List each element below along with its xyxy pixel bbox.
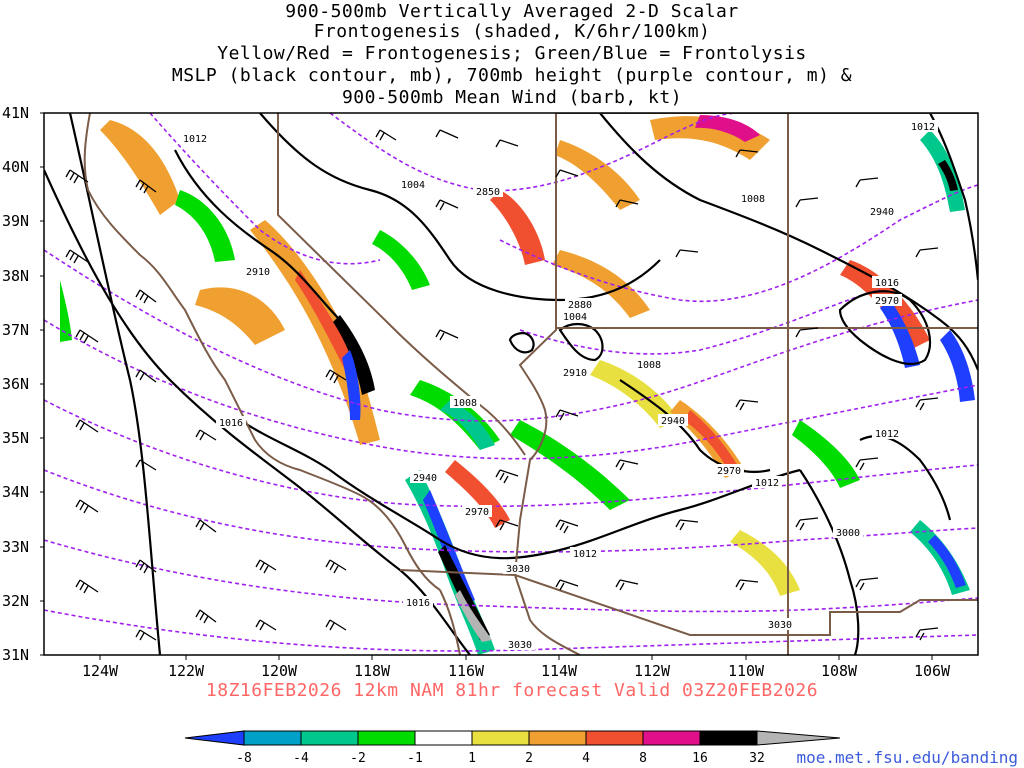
mslp-label: 1008 (637, 360, 661, 371)
height-label: 2940 (413, 473, 437, 484)
lon-label: 118W (354, 662, 391, 680)
height-label: 3030 (508, 640, 532, 651)
mslp-label: 1012 (573, 549, 597, 560)
mslp-label: 1004 (401, 180, 425, 191)
colorbar-swatch (585, 730, 644, 746)
lat-label: 31N (2, 646, 29, 664)
height-label: 3030 (768, 620, 792, 631)
lat-label: 39N (2, 212, 29, 230)
lon-label: 122W (168, 662, 205, 680)
lon-label: 108W (821, 662, 858, 680)
mslp-label: 1016 (219, 418, 243, 429)
lat-label: 34N (2, 483, 29, 501)
colorbar-label: 2 (525, 751, 533, 766)
mslp-label: 1012 (183, 134, 207, 145)
title-line-4: MSLP (black contour, mb), 700mb height (… (171, 65, 853, 86)
title-line-3: Yellow/Red = Frontogenesis; Green/Blue =… (217, 43, 807, 64)
title-line-5: 900-500mb Mean Wind (barb, kt) (341, 87, 683, 108)
credit-link[interactable]: moe.met.fsu.edu/banding (796, 748, 1018, 767)
colorbar-label: 4 (582, 751, 590, 766)
colorbar-label: 1 (468, 751, 476, 766)
colorbar-label: -4 (293, 751, 309, 766)
lat-label: 35N (2, 429, 29, 447)
colorbar-label: -2 (350, 751, 366, 766)
forecast-footer: 18Z16FEB2026 12km NAM 81hr forecast Vali… (205, 680, 819, 701)
colorbar-label: -1 (407, 751, 423, 766)
lon-label: 124W (82, 662, 119, 680)
colorbar-swatch (756, 730, 841, 746)
height-label: 2910 (246, 267, 270, 278)
height-label: 3000 (836, 528, 860, 539)
mslp-label: 1016 (406, 598, 430, 609)
wind-barbs (65, 129, 939, 641)
mslp-label: 1008 (741, 194, 765, 205)
colorbar-swatch (471, 730, 530, 746)
height-label: 2940 (661, 416, 685, 427)
mslp-label: 1012 (755, 478, 779, 489)
title-line-1: 900-500mb Vertically Averaged 2-D Scalar (285, 1, 739, 22)
lat-label: 41N (2, 104, 29, 122)
lat-axis: 41N 40N 39N 38N 37N 36N 35N 34N 33N 32N … (2, 104, 44, 664)
mslp-label: 1012 (875, 429, 899, 440)
mslp-label: 1016 (875, 278, 899, 289)
height-label: 2970 (465, 507, 489, 518)
lon-label: 106W (914, 662, 951, 680)
colorbar-label: -8 (236, 751, 252, 766)
colorbar-swatch (243, 730, 302, 746)
height-label: 2940 (870, 207, 894, 218)
mslp-label: 1004 (563, 312, 587, 323)
lat-label: 38N (2, 267, 29, 285)
contour-labels: 1012 1004 1008 1012 1016 1004 1008 1008 … (180, 120, 938, 651)
colorbar-label: 16 (692, 751, 708, 766)
lon-label: 114W (541, 662, 578, 680)
lat-label: 33N (2, 538, 29, 556)
height-label: 2970 (717, 466, 741, 477)
mslp-label: 1012 (911, 122, 935, 133)
colorbar-swatch (699, 730, 758, 746)
frontogenesis-shading (60, 115, 975, 655)
colorbar-swatch (642, 730, 701, 746)
colorbar-swatch (414, 730, 473, 746)
lon-label: 110W (728, 662, 765, 680)
lon-label: 120W (261, 662, 298, 680)
lat-label: 37N (2, 321, 29, 339)
lon-axis: 124W 122W 120W 118W 116W 114W 112W 110W … (82, 655, 951, 680)
mslp-contours (44, 113, 978, 655)
lat-label: 32N (2, 592, 29, 610)
height-label: 2880 (568, 300, 592, 311)
height-label: 2850 (476, 187, 500, 198)
colorbar-swatch (184, 730, 245, 746)
colorbar-label: 32 (749, 751, 765, 766)
colorbar-swatch (357, 730, 416, 746)
colorbar-label: 8 (639, 751, 647, 766)
mslp-label: 1008 (453, 398, 477, 409)
lon-label: 116W (448, 662, 485, 680)
height-label: 2910 (563, 368, 587, 379)
lon-label: 112W (634, 662, 671, 680)
lat-label: 40N (2, 158, 29, 176)
height-label: 3030 (506, 564, 530, 575)
title-line-2: Frontogenesis (shaded, K/6hr/100km) (313, 21, 711, 42)
colorbar: -8 -4 -2 -1 1 2 4 8 16 32 (184, 730, 841, 766)
colorbar-swatch (528, 730, 587, 746)
lat-label: 36N (2, 375, 29, 393)
height-label: 2970 (875, 296, 899, 307)
colorbar-swatch (300, 730, 359, 746)
